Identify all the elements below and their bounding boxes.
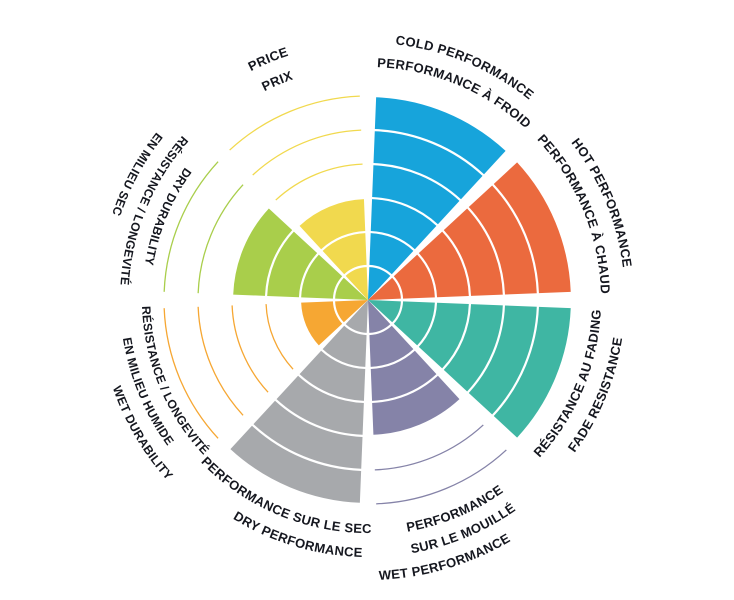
svg-text:RÉSISTANCE / LONGEVITÉ: RÉSISTANCE / LONGEVITÉ [139, 306, 213, 458]
svg-text:PRIX: PRIX [259, 68, 294, 94]
svg-text:PRICE: PRICE [246, 44, 290, 74]
